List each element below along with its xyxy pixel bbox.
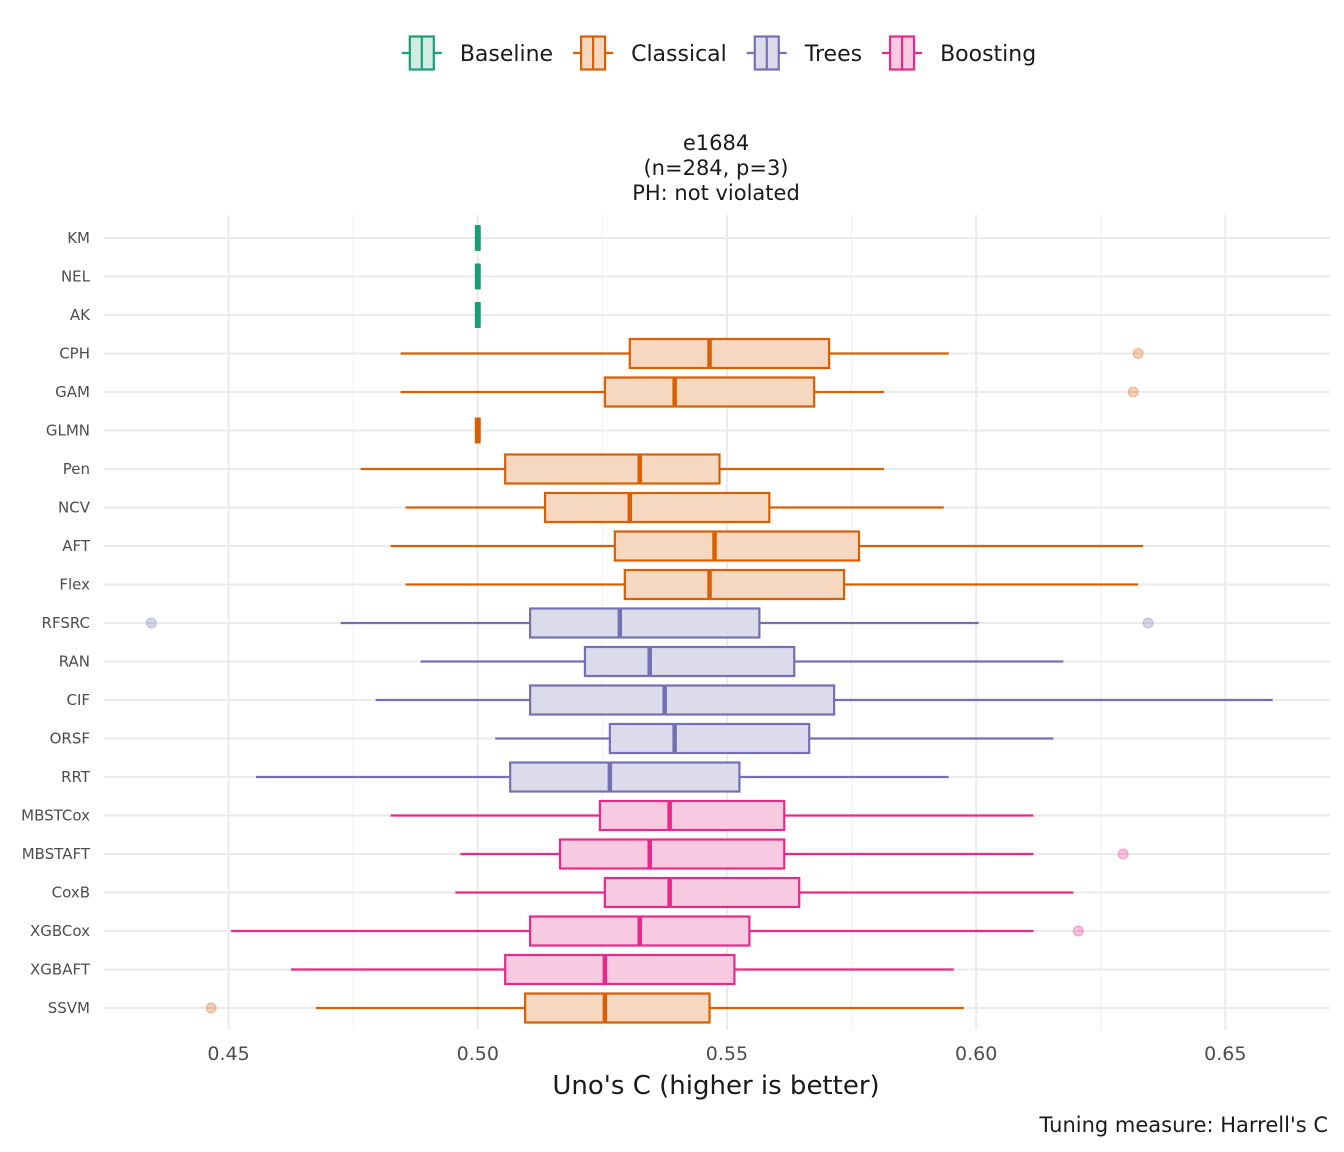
y-tick-label: MBSTCox (21, 807, 90, 825)
legend-item-boosting: Boosting (882, 35, 1036, 71)
legend: Baseline Classical Trees Boosting (401, 35, 1036, 71)
median-bar (474, 302, 481, 328)
box-pen (360, 453, 884, 485)
y-tick-label: CIF (66, 691, 90, 709)
box-mbstaft (460, 838, 1129, 870)
iqr-box (558, 838, 786, 870)
y-tick-label: MBSTAFT (22, 845, 91, 863)
box-orsf (495, 722, 1054, 755)
box-aft (390, 530, 1144, 562)
box-gam (400, 376, 1139, 408)
y-tick-label: GAM (55, 383, 90, 401)
outlier-point (205, 1002, 217, 1014)
y-tick-label: CoxB (52, 884, 90, 902)
caption: Tuning measure: Harrell's C (1039, 1113, 1328, 1137)
box-rfsrc (145, 607, 1154, 639)
iqr-box (509, 761, 741, 793)
box-xgbaft (290, 953, 954, 986)
y-tick-label: KM (67, 229, 90, 247)
x-tick-label: 0.50 (457, 1043, 499, 1065)
y-tick-label: Flex (59, 576, 90, 594)
x-axis: 0.45 0.50 0.55 0.60 0.65 (207, 1043, 1246, 1065)
iqr-box (529, 684, 836, 716)
y-tick-label: CPH (59, 345, 90, 363)
legend-item-baseline: Baseline (401, 35, 553, 71)
box-flex (405, 568, 1139, 601)
box-glmn (474, 417, 481, 444)
x-tick-label: 0.60 (955, 1043, 997, 1065)
iqr-box (603, 876, 801, 909)
chart-title-line-3: PH: not violated (632, 181, 800, 205)
outlier-point (1127, 386, 1139, 398)
median-bar (474, 263, 481, 290)
y-tick-label: Pen (63, 460, 90, 478)
box-cph (400, 337, 1144, 370)
box-coxb (455, 876, 1074, 909)
iqr-box (603, 376, 816, 408)
box-cif (375, 684, 1273, 716)
iqr-box (524, 992, 711, 1024)
iqr-box (543, 491, 771, 524)
median-bar (474, 417, 481, 444)
iqr-box (529, 607, 761, 639)
iqr-box (504, 953, 736, 986)
legend-label: Classical (631, 42, 727, 67)
outlier-point (1142, 617, 1154, 629)
legend-label: Baseline (460, 42, 553, 67)
box-mbstcox (390, 799, 1034, 832)
iqr-box (608, 722, 811, 755)
box-rrt (256, 761, 949, 793)
y-tick-label: RFSRC (42, 614, 90, 632)
box-nel (474, 263, 481, 290)
y-tick-label: AFT (62, 537, 91, 555)
box-xgbcox (231, 915, 1084, 947)
iqr-box (623, 568, 846, 601)
outlier-point (1117, 848, 1129, 860)
x-tick-label: 0.65 (1204, 1043, 1246, 1065)
x-tick-label: 0.55 (706, 1043, 748, 1065)
y-tick-label: XGBAFT (30, 961, 91, 979)
y-tick-label: AK (70, 306, 91, 324)
y-tick-label: NCV (58, 499, 91, 517)
legend-label: Boosting (940, 42, 1036, 67)
y-axis: KM NEL AK CPH GAM GLMN Pen NCV AFT Flex RFSRC RAN CI… (21, 229, 91, 1017)
legend-label: Trees (804, 42, 862, 67)
y-tick-label: ORSF (50, 730, 90, 748)
iqr-box (583, 645, 796, 678)
iqr-box (628, 337, 831, 370)
box-ssvm (205, 992, 964, 1024)
median-bar (474, 225, 481, 251)
chart-title-line-1: e1684 (683, 131, 749, 155)
box-ncv (405, 491, 944, 524)
outlier-point (1072, 925, 1084, 937)
y-tick-label: GLMN (46, 422, 90, 440)
box-ak (474, 302, 481, 328)
legend-item-trees: Trees (746, 35, 862, 71)
y-tick-label: RRT (61, 768, 91, 786)
box-ran (420, 645, 1064, 678)
y-tick-label: XGBCox (30, 922, 90, 940)
box-km (474, 225, 481, 251)
legend-item-classical: Classical (573, 35, 727, 71)
chart-title-line-2: (n=284, p=3) (643, 156, 788, 180)
iqr-box (613, 530, 861, 562)
y-tick-label: RAN (59, 653, 90, 671)
iqr-box (598, 799, 786, 832)
plot-marks (145, 225, 1273, 1024)
y-tick-label: NEL (61, 268, 91, 286)
outlier-point (145, 617, 157, 629)
x-tick-label: 0.45 (207, 1043, 249, 1065)
x-axis-label: Uno's C (higher is better) (552, 1071, 879, 1101)
outlier-point (1132, 348, 1144, 359)
iqr-box (504, 453, 721, 485)
y-tick-label: SSVM (48, 999, 90, 1017)
